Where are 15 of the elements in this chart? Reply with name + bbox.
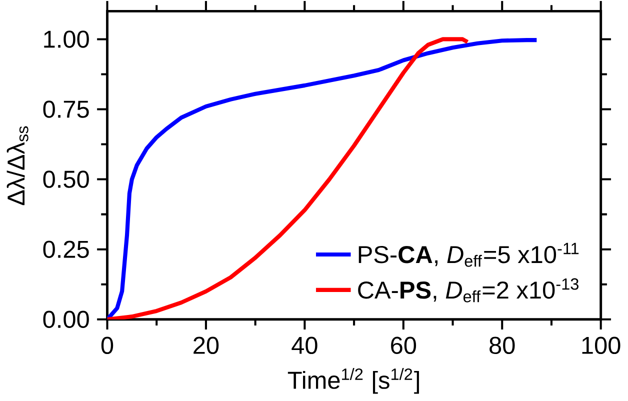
x-tick-label: 40 [292,336,318,354]
y-tick-label: 0.75 [43,100,89,118]
x-tick-label: 80 [490,336,515,354]
y-axis-title: Δλ/Δλ$_{ss}$ [6,126,28,206]
x-tick-label: 100 [582,336,620,354]
x-tick-label: 0 [101,336,114,354]
x-tick-label: 20 [194,336,219,354]
y-tick-label: 0.00 [43,310,89,328]
y-tick-label: 1.00 [44,30,89,48]
legend-label: PS-CA, D$_{eff}$=5 x10$^{-11}$ [358,243,579,268]
y-tick-label: 0.50 [43,170,89,188]
legend-label: CA-PS, D$_{eff}$=2 x10$^{-13}$ [358,278,578,303]
x-tick-label: 60 [391,336,416,354]
y-tick-label: 0.25 [43,240,89,258]
x-axis-title: Time$^{1/2}$ [s$^{1/2}$] [288,368,419,394]
